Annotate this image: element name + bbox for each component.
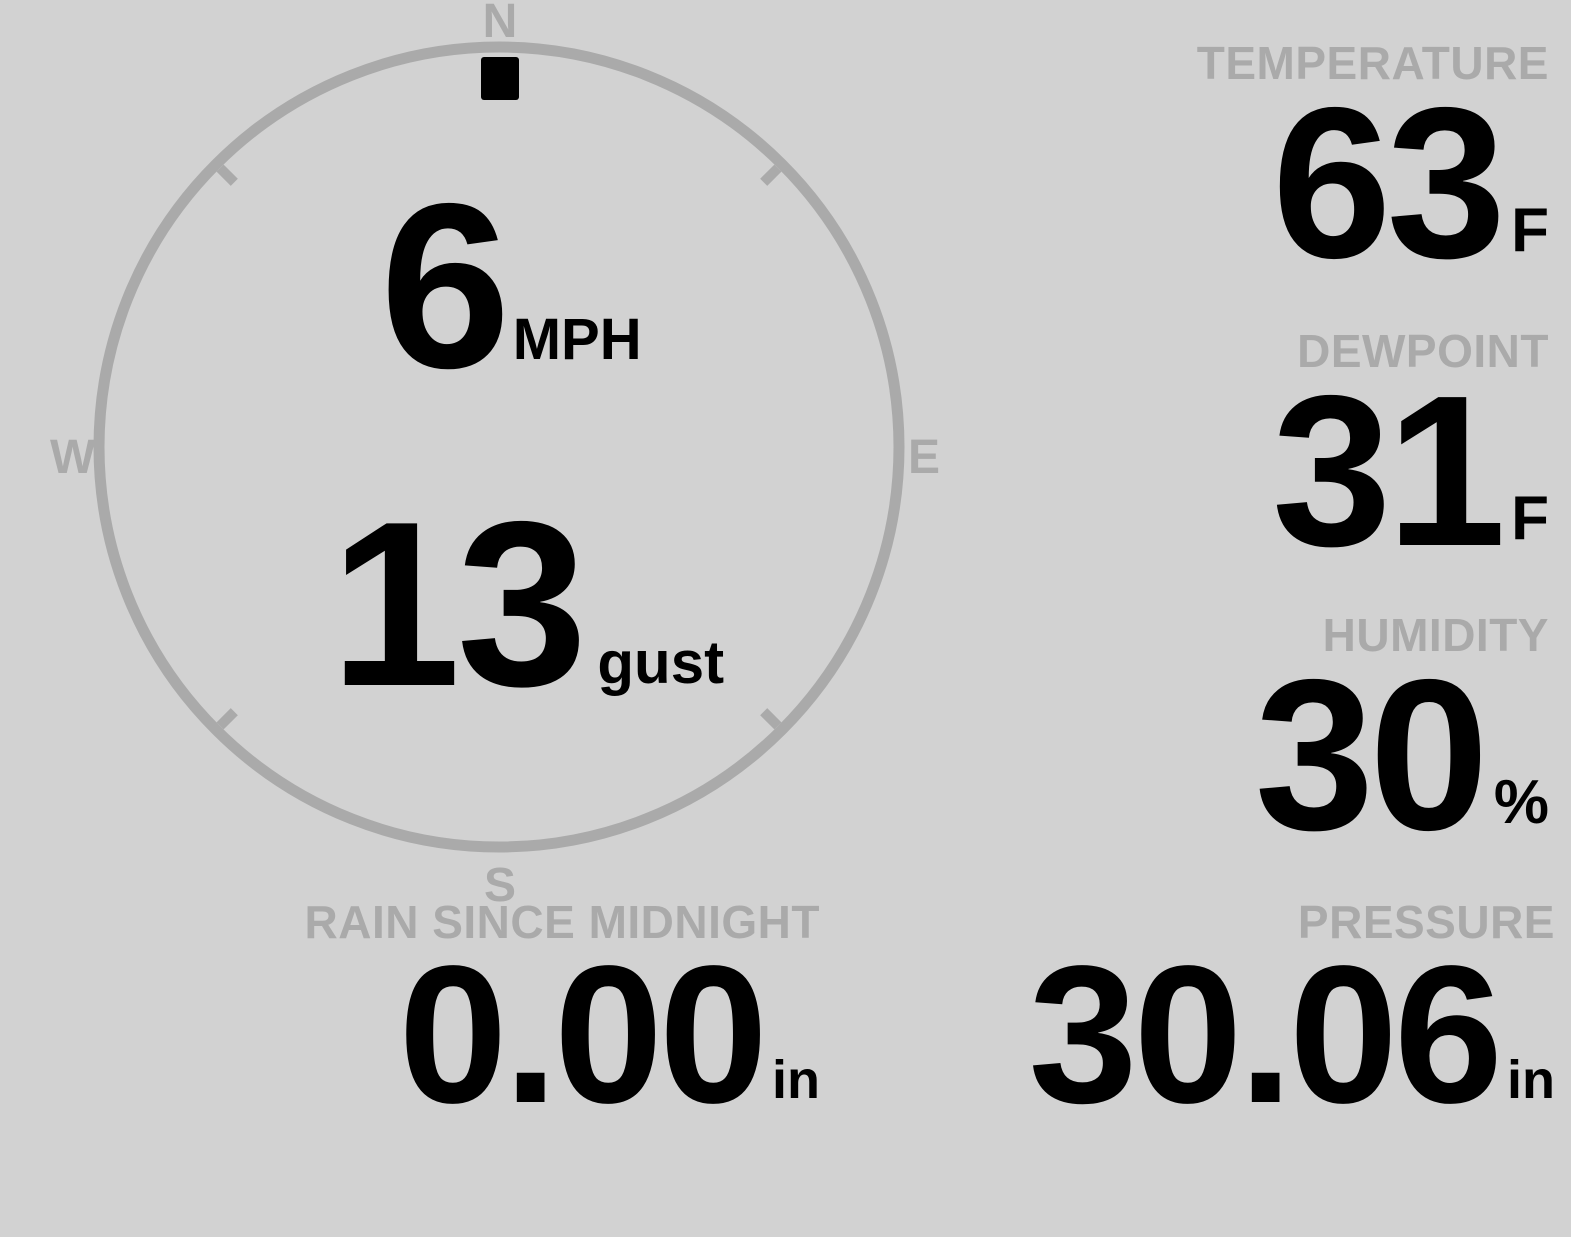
metric-pressure-unit: in [1507, 1049, 1555, 1110]
metric-rain-unit: in [772, 1049, 820, 1110]
metric-humidity-label: HUMIDITY [1322, 609, 1549, 661]
metric-pressure-label: PRESSURE [1297, 895, 1555, 948]
metric-dewpoint-label: DEWPOINT [1297, 325, 1549, 377]
wind-gust-unit: gust [597, 629, 725, 696]
wind-speed-readout: 6 MPH [380, 154, 642, 417]
metric-rain-since-midnight: RAIN SINCE MIDNIGHT 0.00 in [0, 895, 821, 1144]
metric-rain-label: RAIN SINCE MIDNIGHT [304, 895, 820, 948]
metric-pressure-value-row: 30.06 in [820, 924, 1555, 1144]
metric-pressure-value: 30.06 [1028, 924, 1503, 1144]
metric-temperature-value: 63 [1271, 62, 1506, 303]
metric-humidity-value-row: 30 % [989, 634, 1549, 875]
metric-temperature: TEMPERATURE 63 F [989, 37, 1549, 303]
metric-dewpoint-value: 31 [1271, 350, 1506, 591]
compass-ring-icon [93, 41, 905, 853]
metric-temperature-value-row: 63 F [989, 62, 1549, 303]
compass-label-east: E [908, 431, 941, 484]
metric-dewpoint: DEWPOINT 31 F [989, 325, 1549, 591]
compass-label-north: N [482, 0, 518, 48]
wind-compass-panel: N S W E 6 MPH 13 gust [0, 0, 1000, 910]
metric-humidity-value: 30 [1254, 634, 1489, 875]
metric-pressure: PRESSURE 30.06 in [820, 895, 1555, 1144]
wind-speed-unit: MPH [512, 307, 642, 372]
metric-humidity-unit: % [1493, 768, 1549, 837]
compass-label-west: W [50, 431, 96, 484]
wind-gust-value: 13 [330, 472, 587, 735]
metric-dewpoint-unit: F [1511, 484, 1549, 553]
metric-rain-value: 0.00 [398, 924, 768, 1144]
metric-temperature-unit: F [1511, 196, 1549, 265]
metric-dewpoint-value-row: 31 F [989, 350, 1549, 591]
wind-direction-marker-icon [481, 57, 519, 100]
wind-speed-value: 6 [380, 154, 511, 417]
wind-gust-readout: 13 gust [330, 472, 725, 735]
metric-rain-value-row: 0.00 in [0, 924, 820, 1144]
metric-temperature-label: TEMPERATURE [1196, 37, 1549, 89]
metric-humidity: HUMIDITY 30 % [989, 609, 1549, 875]
compass-label-south: S [483, 859, 516, 912]
